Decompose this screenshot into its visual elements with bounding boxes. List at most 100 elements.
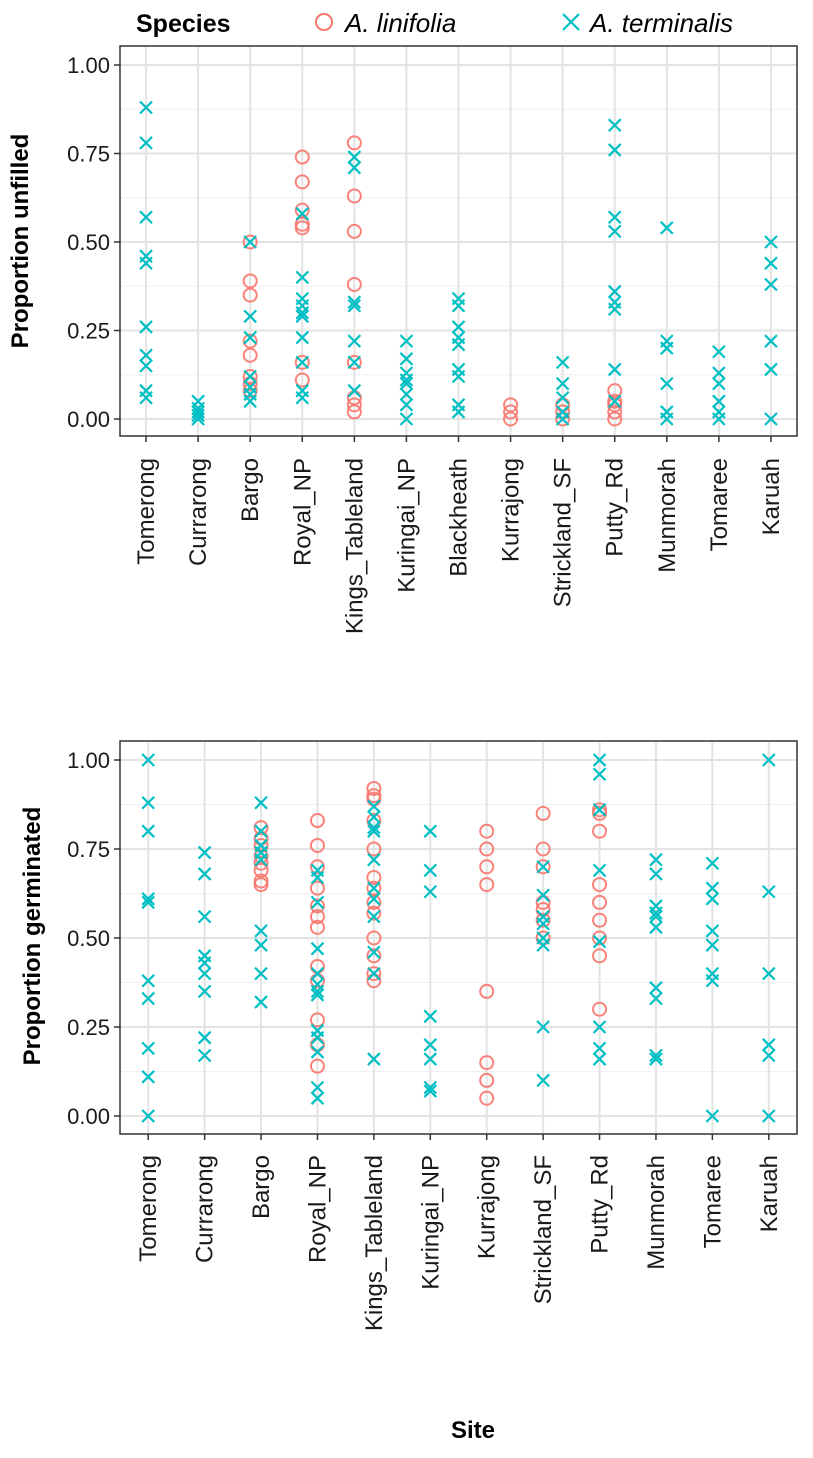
germinated-point-a-terminalis-royal-np-3 (310, 941, 325, 956)
germinated-point-a-linifolia-kurrajong-2 (479, 859, 495, 875)
panel-unfilled-x-ticks: Tomerong Currarong Bargo Royal_NP Kings_Tabl… (133, 436, 785, 634)
unfilled-point-a-terminalis-tomaree-2-stroke-b (712, 376, 726, 391)
germinated-point-a-terminalis-karuah-1 (762, 884, 776, 899)
germinated-point-a-terminalis-karuah-3-stroke-b (762, 1038, 776, 1052)
unfilled-point-a-terminalis-bargo-3 (243, 369, 257, 384)
germinated-point-a-terminalis-currarong-8 (197, 1048, 212, 1063)
panel-germinated-x-axis-title: Site (451, 1417, 495, 1444)
germinated-point-a-linifolia-royal-np-6 (309, 919, 325, 935)
germinated-point-a-linifolia-kurrajong-1 (479, 841, 495, 857)
unfilled-point-a-terminalis-tomerong-4 (139, 256, 153, 271)
unfilled-point-a-terminalis-kings-tableland-6-stroke-b (347, 383, 362, 398)
unfilled-point-a-terminalis-putty-rd-6 (607, 302, 622, 317)
unfilled-point-a-terminalis-blackheath-1 (451, 298, 466, 313)
germinated-point-a-terminalis-karuah-2 (762, 966, 776, 981)
unfilled-point-a-terminalis-royal-np-6-stroke-b (295, 330, 310, 345)
panel-unfilled: 0.00 0.25 0.50 0.75 1.00 Tomerong Currarong Ba… (7, 45, 798, 634)
unfilled-point-a-terminalis-tomaree-0-stroke-b (712, 344, 726, 359)
germinated-point-a-terminalis-kings-tableland-5 (367, 881, 381, 895)
unfilled-point-a-linifolia-putty-rd-3 (607, 404, 623, 420)
germinated-x-tick-label-putty-rd: Putty_Rd (587, 1155, 614, 1254)
unfilled-point-a-terminalis-munmorah-2-stroke-b (660, 341, 674, 355)
germinated-point-a-terminalis-royal-np-11 (310, 1080, 325, 1095)
germinated-point-a-terminalis-strickland-sf-5-stroke-b (536, 938, 550, 952)
germinated-point-a-terminalis-tomerong-2-stroke-b (141, 824, 155, 838)
germinated-series-a-terminalis (141, 753, 776, 1123)
germinated-point-a-terminalis-munmorah-8-stroke-b (649, 1048, 663, 1063)
unfilled-point-a-linifolia-bargo-4 (242, 347, 258, 363)
germinated-point-a-terminalis-tomaree-0-stroke-b (705, 856, 720, 871)
germinated-point-a-terminalis-tomerong-0 (141, 753, 155, 767)
germinated-point-a-terminalis-munmorah-5-stroke-b (649, 920, 663, 935)
germinated-point-a-terminalis-tomerong-0-stroke-b (141, 753, 155, 767)
germinated-point-a-linifolia-royal-np-4 (309, 898, 325, 914)
germinated-point-a-linifolia-bargo-7 (253, 877, 269, 893)
unfilled-y-tick-label-1: 0.25 (67, 319, 110, 344)
unfilled-point-a-terminalis-munmorah-5 (660, 412, 674, 426)
germinated-point-a-terminalis-kuringai-np-2-stroke-b (423, 884, 438, 899)
unfilled-point-a-terminalis-currarong-4-stroke-b (191, 412, 205, 426)
unfilled-point-a-terminalis-bargo-3-stroke-b (243, 369, 257, 384)
germinated-y-tick-label-4: 1.00 (67, 748, 110, 773)
unfilled-point-a-linifolia-royal-np-1 (294, 174, 310, 190)
germinated-point-a-terminalis-bargo-4-stroke-b (254, 852, 268, 867)
germinated-point-a-terminalis-kings-tableland-6-stroke-b (367, 892, 381, 906)
unfilled-point-a-terminalis-tomerong-2-stroke-b (139, 210, 153, 224)
unfilled-point-a-linifolia-kurrajong-1 (503, 404, 519, 420)
unfilled-series-a-linifolia (242, 135, 623, 427)
legend: Species A. linifolia A. terminalis (136, 8, 733, 38)
germinated-point-a-terminalis-bargo-7-stroke-b (254, 966, 268, 981)
unfilled-point-a-terminalis-tomerong-5 (139, 320, 153, 334)
unfilled-point-a-terminalis-currarong-4 (191, 412, 205, 426)
germinated-point-a-terminalis-royal-np-10 (310, 1045, 325, 1059)
unfilled-point-a-terminalis-royal-np-5-stroke-b (295, 309, 310, 324)
germinated-point-a-terminalis-karuah-0 (762, 753, 776, 767)
germinated-point-a-terminalis-putty-rd-2-stroke-b (592, 803, 607, 817)
germinated-y-tick-label-0: 0.00 (67, 1104, 110, 1129)
germinated-point-a-linifolia-kings-tableland-11 (366, 966, 382, 982)
legend-label-terminalis: A. terminalis (588, 8, 733, 38)
germinated-point-a-terminalis-putty-rd-3-stroke-b (592, 863, 607, 878)
germinated-point-a-terminalis-karuah-5 (762, 1109, 776, 1123)
germinated-point-a-terminalis-putty-rd-7 (592, 1052, 607, 1066)
germinated-point-a-linifolia-bargo-4 (253, 855, 269, 871)
germinated-x-tick-label-kuringai-np: Kuringai_NP (417, 1155, 444, 1290)
unfilled-point-a-terminalis-kings-tableland-3-stroke-b (347, 298, 362, 313)
germinated-point-a-terminalis-royal-np-4 (310, 966, 325, 981)
panel-germinated-points (141, 753, 776, 1123)
germinated-point-a-linifolia-royal-np-2 (309, 859, 325, 875)
unfilled-point-a-terminalis-blackheath-1-stroke-b (451, 298, 466, 313)
unfilled-point-a-terminalis-munmorah-2 (660, 341, 674, 355)
unfilled-point-a-terminalis-strickland-sf-0 (555, 355, 570, 370)
germinated-point-a-terminalis-kuringai-np-4-stroke-b (423, 1038, 438, 1052)
germinated-point-a-terminalis-karuah-1-stroke-b (762, 884, 776, 899)
germinated-point-a-terminalis-tomaree-4 (705, 938, 720, 952)
germinated-point-a-terminalis-munmorah-9-stroke-b (649, 1052, 663, 1066)
germinated-point-a-terminalis-royal-np-7 (310, 988, 325, 1002)
legend-label-linifolia: A. linifolia (343, 8, 456, 38)
unfilled-point-a-terminalis-tomaree-2 (712, 376, 726, 391)
unfilled-point-a-linifolia-putty-rd-2 (607, 397, 623, 413)
germinated-point-a-terminalis-royal-np-2 (310, 895, 325, 910)
germinated-point-a-terminalis-munmorah-1-stroke-b (649, 867, 663, 881)
unfilled-point-a-terminalis-tomerong-0 (139, 100, 153, 115)
germinated-point-a-terminalis-kings-tableland-10 (367, 1052, 381, 1066)
germinated-point-a-linifolia-kings-tableland-0 (366, 780, 382, 796)
germinated-point-a-terminalis-kuringai-np-7-stroke-b (423, 1084, 438, 1098)
unfilled-point-a-terminalis-currarong-3-stroke-b (191, 408, 205, 423)
germinated-point-a-terminalis-tomerong-6-stroke-b (141, 991, 155, 1006)
panel-unfilled-y-axis-title: Proportion unfilled (7, 134, 34, 349)
unfilled-point-a-terminalis-royal-np-0 (295, 206, 310, 221)
unfilled-point-a-terminalis-currarong-3 (191, 408, 205, 423)
unfilled-point-a-linifolia-royal-np-4 (294, 220, 310, 236)
unfilled-point-a-linifolia-royal-np-0 (294, 149, 310, 165)
germinated-point-a-terminalis-putty-rd-6-stroke-b (592, 1041, 607, 1056)
germinated-point-a-terminalis-putty-rd-5 (592, 1020, 607, 1034)
germinated-point-a-terminalis-kings-tableland-7-stroke-b (367, 909, 381, 924)
legend-cross-shape-stroke-b (562, 13, 580, 31)
germinated-point-a-terminalis-royal-np-7-stroke-b (310, 988, 325, 1002)
unfilled-point-a-terminalis-blackheath-4-stroke-b (451, 337, 466, 352)
germinated-point-a-terminalis-royal-np-9-stroke-b (310, 1030, 325, 1045)
unfilled-point-a-terminalis-kuringai-np-6 (399, 398, 414, 412)
germinated-x-tick-label-karuah: Karuah (756, 1155, 783, 1232)
